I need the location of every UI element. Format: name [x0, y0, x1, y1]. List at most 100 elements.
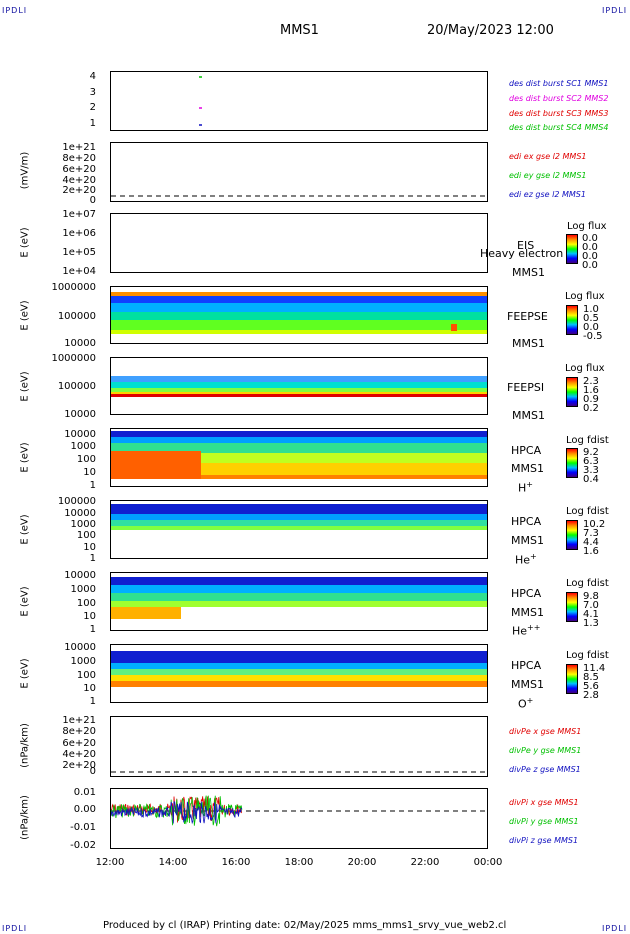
legend-entry: divPi x gse MMS1	[509, 798, 579, 807]
panel-hpca-h	[110, 428, 488, 487]
colorbar	[566, 520, 578, 550]
tick-label: 6e+20	[62, 738, 96, 749]
overlay-label: Heavy electron to	[480, 247, 578, 260]
tick-label: 1000	[70, 584, 96, 595]
spacecraft-label: MMS1	[512, 337, 545, 350]
tick-label: 10	[83, 467, 96, 478]
feeps-i-spectrogram	[111, 366, 487, 397]
y-axis-label: (nPa/km)	[19, 795, 31, 840]
tick-label: 10	[83, 611, 96, 622]
tick-label: 1000	[70, 441, 96, 452]
colorbar-value: 0.5	[583, 313, 599, 324]
tick-label: -0.02	[70, 840, 96, 851]
tick-label: 1000	[70, 656, 96, 667]
tick-label: 10	[83, 542, 96, 553]
colorbar-value: 9.8	[583, 591, 599, 602]
species-label: He+	[515, 552, 537, 567]
spacecraft-title: MMS1	[280, 23, 319, 38]
tick-label: 10000	[64, 338, 96, 349]
tick-label: 100000	[57, 381, 96, 392]
tick-label: 4e+20	[62, 175, 96, 186]
panel-edi	[110, 142, 488, 202]
tick-label: 8e+20	[62, 153, 96, 164]
colorbar-value: 2.8	[583, 690, 599, 701]
species-label: H+	[518, 480, 533, 495]
colorbar-title: Log flux	[565, 363, 605, 374]
tick-label: 10000	[64, 429, 96, 440]
colorbar	[566, 377, 578, 407]
colorbar-value: 1.6	[583, 385, 599, 396]
tick-label: 1000	[70, 519, 96, 530]
x-tick-label: 12:00	[95, 857, 125, 868]
tick-label: 1000000	[51, 353, 96, 364]
y-axis-label: (mV/m)	[19, 151, 31, 190]
spacecraft-label: MMS1	[511, 462, 544, 475]
colorbar-value: 1.6	[583, 546, 599, 557]
x-tick-label: 16:00	[221, 857, 251, 868]
y-axis-label: E (eV)	[19, 371, 31, 402]
colorbar-value: 1.0	[583, 304, 599, 315]
spacecraft-label: MMS1	[511, 678, 544, 691]
tick-label: 10	[83, 683, 96, 694]
y-axis-label: E (eV)	[19, 514, 31, 545]
colorbar	[566, 305, 578, 335]
legend-entry: edi ez gse l2 MMS1	[509, 190, 586, 199]
tick-label: 2	[89, 102, 96, 113]
instrument-label: HPCA	[511, 587, 542, 600]
legend-entry: des dist burst SC1 MMS1	[509, 79, 609, 88]
tick-label: 1	[89, 553, 96, 564]
legend-entry: divPi z gse MMS1	[509, 836, 579, 845]
colorbar-value: 0.0	[582, 260, 598, 271]
colorbar	[566, 664, 578, 694]
panel-hpca-he2	[110, 572, 488, 631]
colorbar-title: Log fdist	[566, 435, 609, 446]
species-label: He++	[512, 623, 541, 638]
date-title: 20/May/2023 12:00	[427, 23, 554, 38]
legend-entry: des dist burst SC4 MMS4	[509, 123, 609, 132]
tick-label: 0.01	[73, 787, 96, 798]
colorbar-title: Log fdist	[566, 578, 609, 589]
colorbar-title: Log fdist	[566, 650, 609, 661]
divpe-plot	[111, 771, 487, 773]
y-axis-label: E (eV)	[19, 227, 31, 258]
spacecraft-label: MMS1	[511, 606, 544, 619]
colorbar-value: 0.0	[582, 233, 598, 244]
feeps-e-spectrogram	[111, 292, 487, 334]
colorbar-value: 0.9	[583, 394, 599, 405]
colorbar-value: 5.6	[583, 681, 599, 692]
corner-label-tr: IPDLI	[602, 6, 628, 15]
legend-entry: edi ey gse l2 MMS1	[509, 171, 587, 180]
panel-divpi	[110, 788, 488, 849]
panel-hpca-o	[110, 644, 488, 703]
x-tick-label: 18:00	[284, 857, 314, 868]
instrument-label: HPCA	[511, 515, 542, 528]
legend-entry: divPe z gse MMS1	[509, 765, 581, 774]
colorbar-value: 0.2	[583, 403, 599, 414]
instrument-label: HPCA	[511, 659, 542, 672]
colorbar-title: Log fdist	[566, 506, 609, 517]
colorbar-value: -0.5	[583, 331, 603, 342]
tick-label: 3	[89, 87, 96, 98]
colorbar-value: 0.4	[583, 474, 599, 485]
colorbar-value: 0.0	[582, 242, 598, 253]
colorbar-value: 3.3	[583, 465, 599, 476]
colorbar-value: 2.3	[583, 376, 599, 387]
tick-label: 4e+20	[62, 749, 96, 760]
tick-label: 100000	[57, 311, 96, 322]
species-label: O+	[518, 696, 534, 711]
tick-label: 0	[89, 195, 96, 206]
spacecraft-label: MMS1	[512, 409, 545, 422]
instrument-label: HPCA	[511, 444, 542, 457]
y-axis-label: (nPa/km)	[19, 723, 31, 768]
tick-label: 100	[76, 454, 96, 465]
tick-label: 100000	[57, 496, 96, 507]
colorbar	[566, 448, 578, 478]
tick-label: 100	[76, 670, 96, 681]
tick-label: 1e+21	[62, 142, 96, 153]
colorbar-value: 8.5	[583, 672, 599, 683]
tick-label: -0.01	[70, 822, 96, 833]
tick-label: 1e+05	[62, 247, 96, 258]
tick-label: 10000	[64, 570, 96, 581]
colorbar-value: 4.4	[583, 537, 599, 548]
colorbar	[566, 592, 578, 622]
